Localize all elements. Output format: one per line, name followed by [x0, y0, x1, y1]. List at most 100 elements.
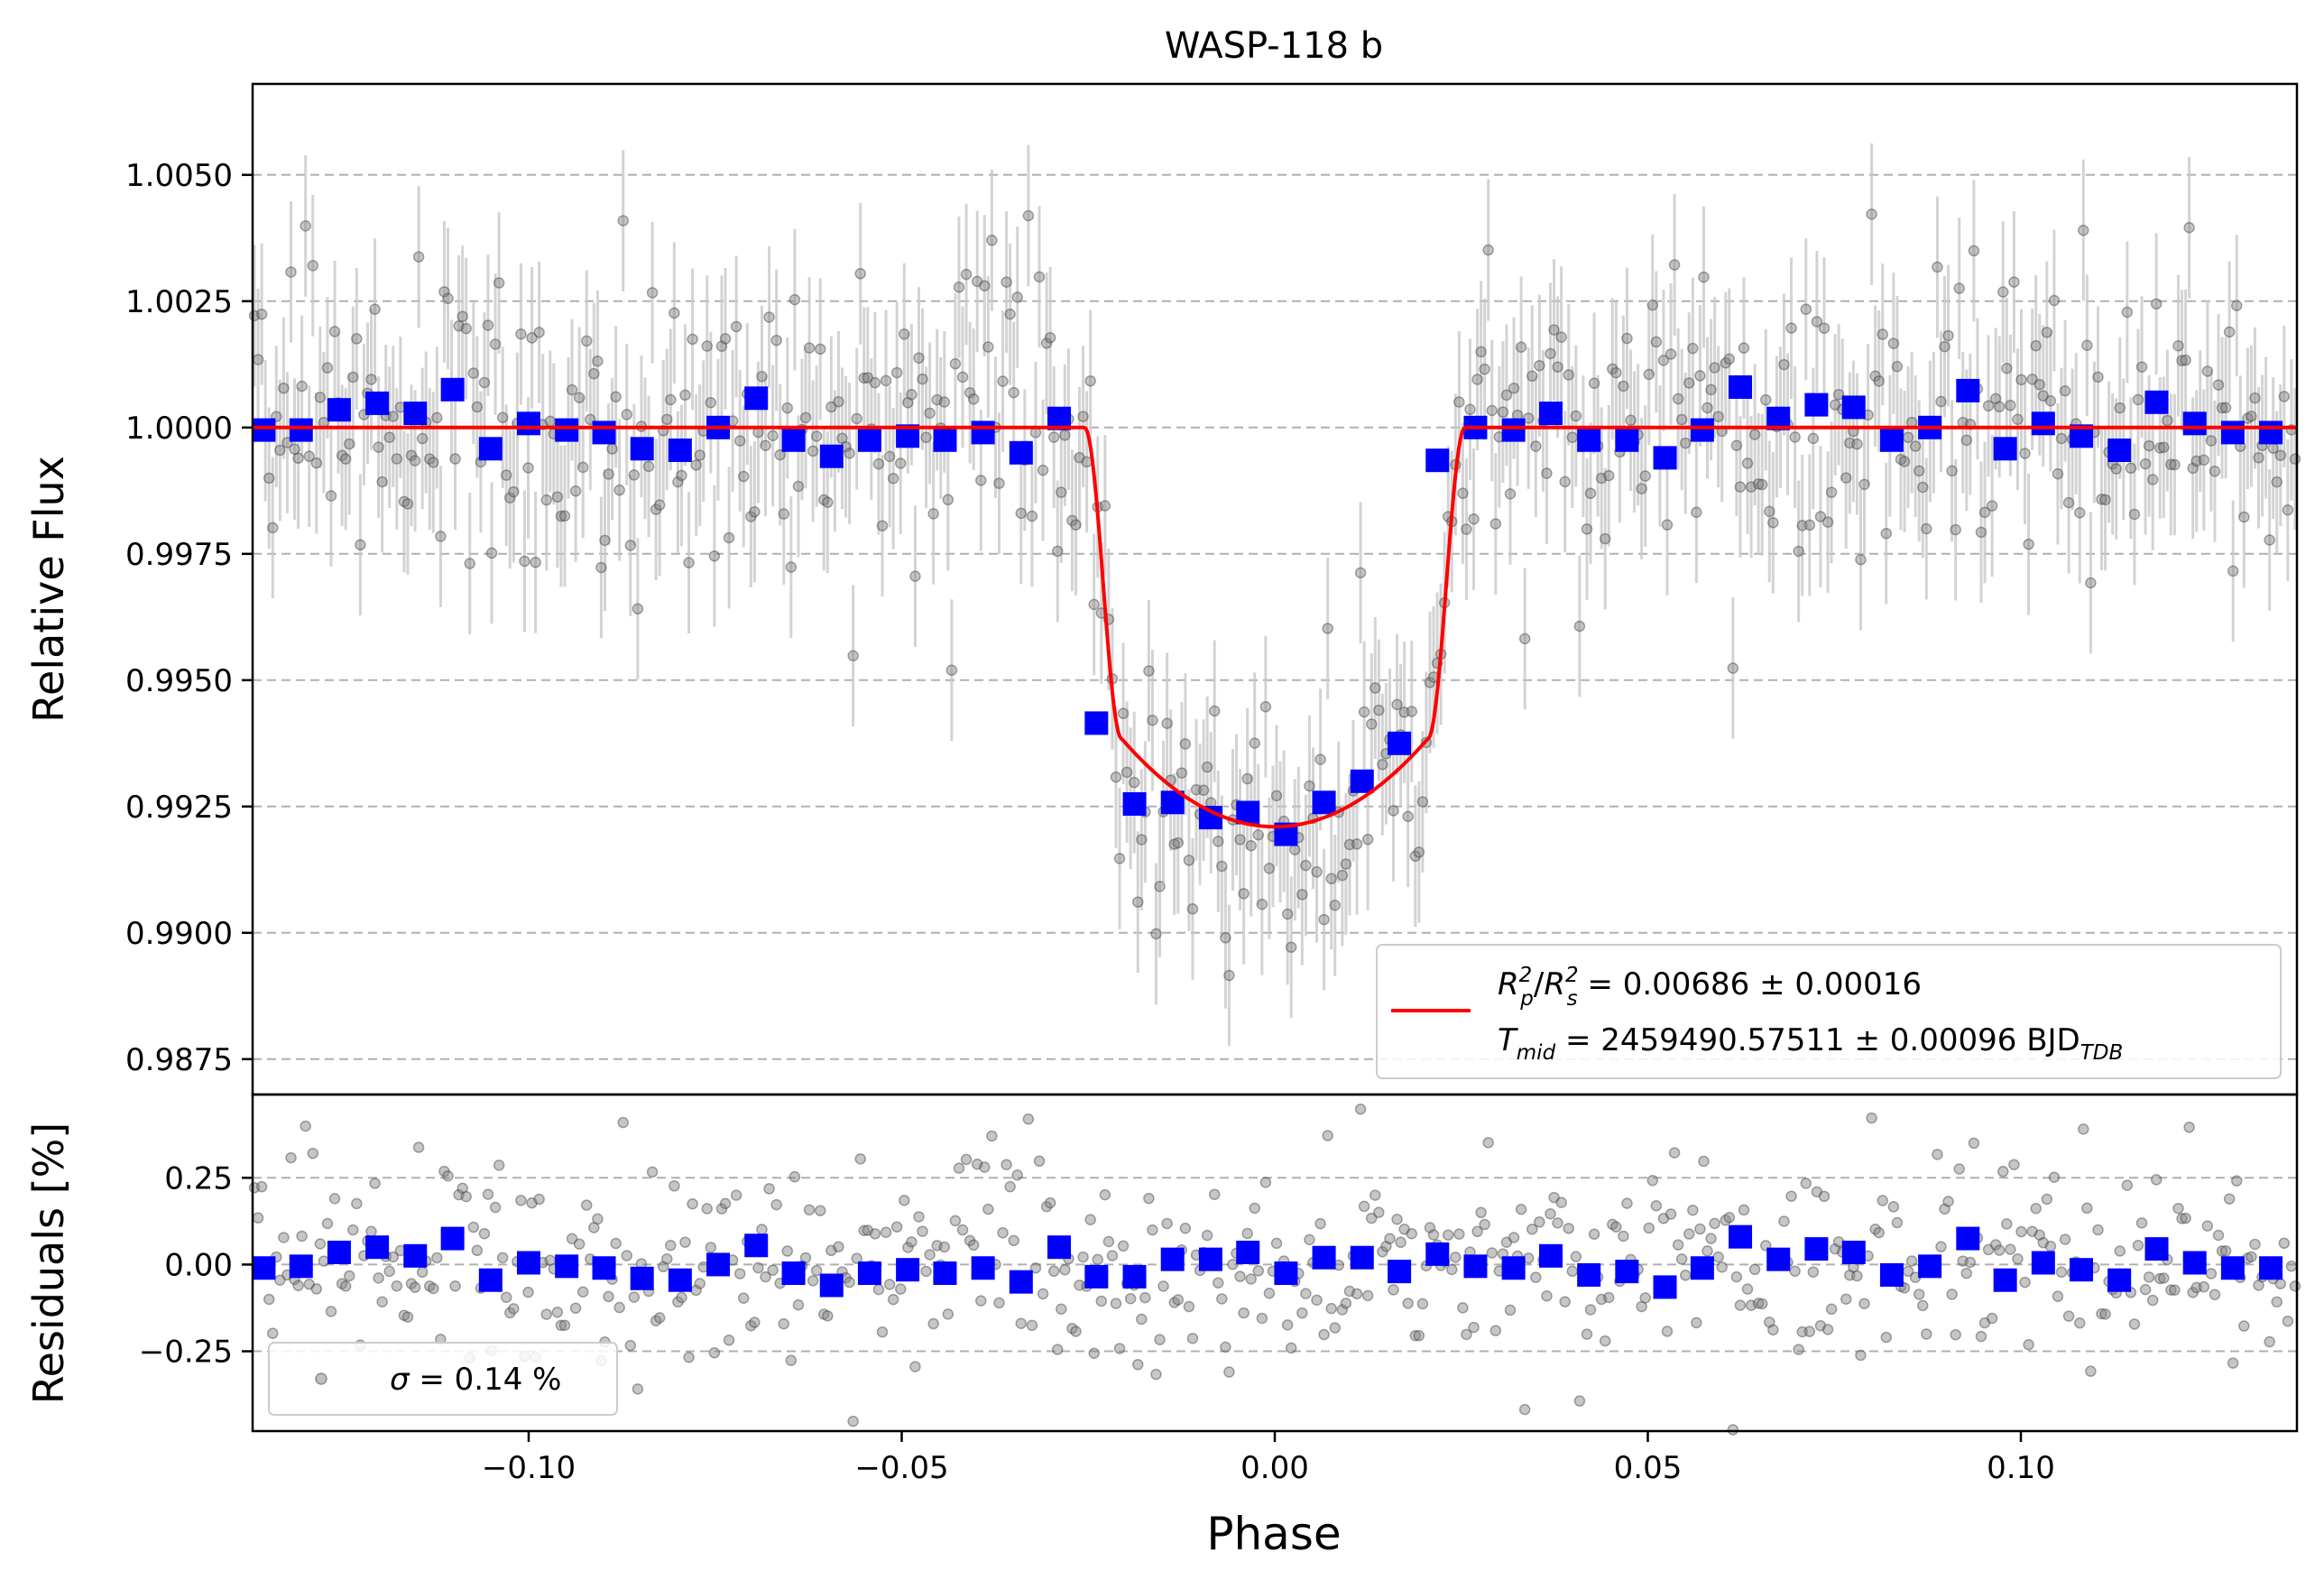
raw-point [307, 260, 319, 272]
raw-point [1311, 866, 1323, 878]
residual-point [749, 1316, 761, 1328]
binned-point [365, 391, 390, 415]
raw-point [1821, 516, 1834, 528]
raw-point [2158, 441, 2170, 454]
residual-point [1610, 1221, 1622, 1233]
residual-point [2092, 1224, 2104, 1236]
raw-point [544, 415, 557, 428]
residual-point [2121, 1179, 2134, 1191]
residual-point [1325, 1302, 1337, 1315]
raw-point [1066, 514, 1078, 527]
raw-point [580, 335, 593, 347]
residual-binned-point [1425, 1242, 1450, 1266]
raw-point [737, 470, 750, 483]
residual-point [1526, 1224, 1538, 1235]
residual-binned-point [1956, 1226, 1980, 1251]
raw-point [1858, 478, 1870, 491]
chart-title: WASP-118 b [1165, 25, 1383, 67]
raw-point [653, 499, 666, 511]
residual-point [296, 1230, 308, 1243]
raw-point [1800, 303, 1812, 315]
residual-point [2212, 1229, 2225, 1242]
residual-point [1705, 1233, 1717, 1244]
raw-point [642, 460, 655, 473]
x-tick-label: −0.10 [482, 1450, 576, 1486]
residual-point [1047, 1265, 1060, 1278]
residual-point [321, 1217, 334, 1230]
raw-point [2201, 365, 2214, 377]
residual-point [1807, 1266, 1820, 1278]
raw-point [1008, 386, 1019, 399]
raw-point [1997, 286, 2009, 298]
residual-point [737, 1292, 750, 1304]
residual-binned-point [403, 1243, 428, 1268]
residual-point [307, 1147, 319, 1159]
residual-point [2001, 1218, 2013, 1230]
raw-point [1424, 677, 1436, 688]
residual-point [1748, 1263, 1761, 1276]
residual-point [409, 1281, 421, 1293]
legend-sigma-label: σ = 0.14 % [390, 1362, 561, 1398]
residual-point [2169, 1284, 2181, 1296]
raw-point [373, 441, 384, 453]
residual-point [482, 1188, 494, 1200]
raw-point [526, 332, 538, 344]
residual-point [993, 1297, 1005, 1309]
raw-point [1738, 342, 1750, 354]
residual-binned-point [744, 1233, 769, 1258]
raw-point [508, 485, 520, 498]
raw-point [2150, 298, 2163, 310]
residual-point [2158, 1272, 2170, 1284]
residual-point [1650, 1200, 1663, 1212]
residuals-panel: −0.25 0.00 0.25 −0.10 −0.05 0.00 0.05 0.10 Res… [24, 1093, 2301, 1560]
residual-point [1916, 1299, 1929, 1312]
residual-binned-point [896, 1258, 920, 1282]
raw-point [854, 268, 866, 280]
raw-point [2037, 390, 2050, 402]
residual-point [428, 1282, 439, 1295]
raw-point [1147, 714, 1158, 726]
residual-point [1866, 1112, 1877, 1124]
raw-point [1748, 429, 1761, 440]
raw-point [1468, 513, 1480, 525]
residual-point [2128, 1318, 2141, 1330]
residual-point [1099, 1188, 1111, 1201]
residual-point [1179, 1222, 1192, 1234]
raw-point [1960, 434, 1973, 447]
raw-point [1022, 209, 1035, 222]
raw-point [355, 539, 366, 551]
residual-point [1095, 1295, 1108, 1307]
raw-point [1522, 412, 1535, 424]
residual-point [1566, 1265, 1579, 1278]
raw-point [1975, 526, 1987, 539]
residual-point [1745, 1299, 1757, 1311]
residual-point [1004, 1180, 1016, 1193]
raw-point [2238, 511, 2250, 523]
raw-point [1752, 478, 1765, 490]
residual-point [756, 1224, 768, 1235]
raw-point [1734, 481, 1747, 493]
raw-point [705, 396, 717, 409]
raw-point [920, 431, 932, 444]
raw-point [1136, 834, 1148, 845]
residual-point [576, 1286, 589, 1298]
raw-point [369, 303, 381, 316]
binned-point [289, 418, 313, 442]
residual-binned-point [781, 1261, 806, 1286]
raw-point [1643, 368, 1655, 381]
residual-point [621, 1250, 633, 1261]
raw-point [942, 494, 954, 506]
raw-point [1935, 395, 1947, 408]
raw-point [310, 457, 323, 469]
residual-point [267, 1327, 279, 1339]
raw-point [1033, 271, 1046, 283]
raw-point [788, 293, 801, 306]
raw-point [2125, 462, 2137, 475]
residual-point [1139, 1291, 1151, 1304]
raw-point [2059, 384, 2071, 397]
raw-point [1610, 366, 1622, 379]
raw-point [438, 286, 450, 298]
residual-point [1880, 1331, 1893, 1344]
raw-point [1705, 383, 1717, 396]
residual-point [1821, 1324, 1834, 1335]
